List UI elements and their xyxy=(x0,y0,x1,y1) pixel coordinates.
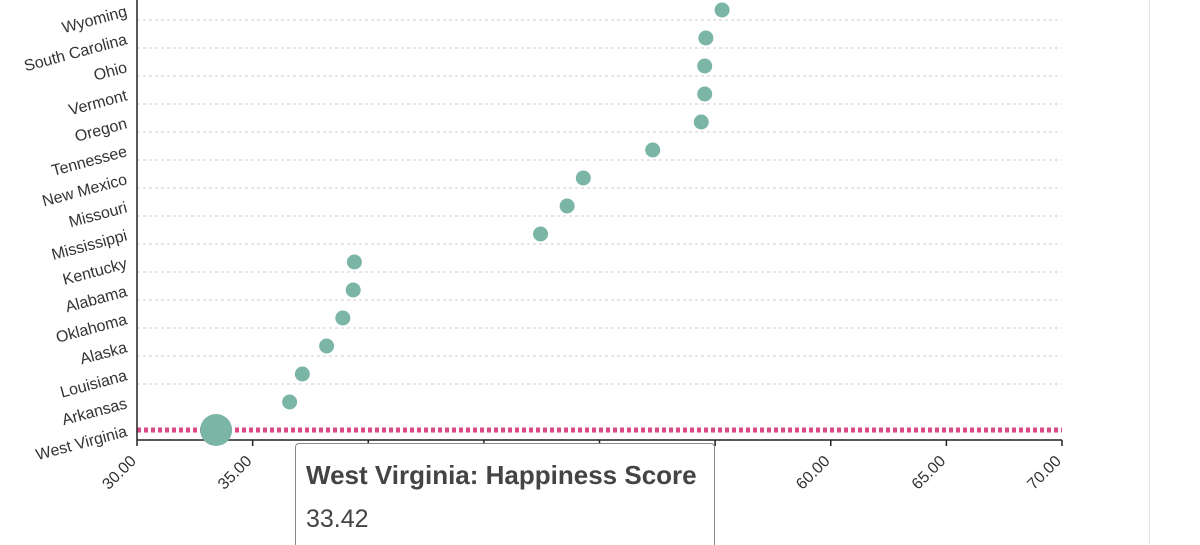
data-point xyxy=(294,366,310,382)
x-tick-label: 35.00 xyxy=(215,453,255,493)
tooltip-title: West Virginia: Happiness Score xyxy=(306,460,697,490)
data-points xyxy=(200,2,730,446)
data-point xyxy=(697,58,713,74)
tooltip-value: 33.42 xyxy=(306,505,369,533)
axes xyxy=(136,0,1063,446)
data-point xyxy=(645,142,661,158)
tooltip: West Virginia: Happiness Score 33.42 xyxy=(295,443,715,545)
y-tick-label: Oregon xyxy=(73,115,129,145)
y-tick-label: Ohio xyxy=(92,59,129,84)
x-tick-label: 60.00 xyxy=(793,453,833,493)
data-point xyxy=(575,170,591,186)
x-tick-label: 65.00 xyxy=(909,453,949,493)
data-point xyxy=(533,226,549,242)
highlighted-point xyxy=(200,414,233,446)
data-point xyxy=(346,254,362,270)
grid-lines xyxy=(137,19,1062,385)
y-tick-label: Vermont xyxy=(67,87,129,119)
data-point xyxy=(282,394,298,410)
data-point xyxy=(319,338,335,354)
y-tick-label: Alabama xyxy=(64,283,129,316)
data-point xyxy=(335,310,351,326)
data-point xyxy=(693,114,709,130)
panel-divider xyxy=(1149,0,1150,545)
y-tick-label: Alaska xyxy=(78,339,129,368)
data-point xyxy=(714,2,730,18)
y-tick-label: West Virginia xyxy=(34,423,129,464)
data-point xyxy=(697,86,713,102)
x-tick-label: 30.00 xyxy=(99,453,139,493)
y-tick-label: Kentucky xyxy=(61,255,129,288)
data-point xyxy=(345,282,361,298)
x-tick-label: 70.00 xyxy=(1024,453,1064,493)
data-point xyxy=(698,30,714,46)
data-point xyxy=(559,198,575,214)
y-tick-label: Missouri xyxy=(67,199,129,231)
